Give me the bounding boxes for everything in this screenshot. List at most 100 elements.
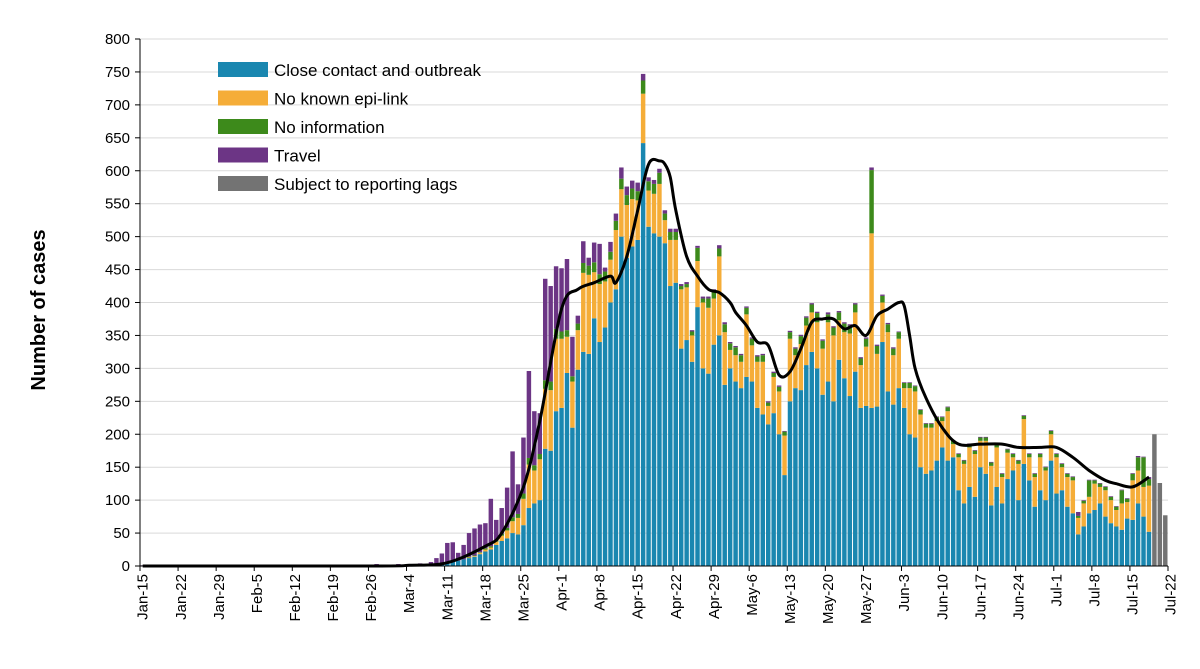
y-tick-label: 550 bbox=[105, 196, 130, 213]
bar-segment-noinfo bbox=[765, 402, 771, 406]
bar-segment-noinfo bbox=[1054, 454, 1059, 458]
bar-segment-noinfo bbox=[515, 513, 521, 518]
bar-segment-noinfo bbox=[961, 460, 967, 464]
y-tick-label: 100 bbox=[105, 492, 130, 509]
x-tick-label: Mar-4 bbox=[401, 574, 418, 613]
bar-segment-travel bbox=[744, 306, 749, 308]
bar-segment-close bbox=[532, 503, 537, 566]
bar-segment-epi bbox=[591, 272, 597, 319]
bar-segment-close bbox=[586, 353, 591, 566]
bar-segment-epi bbox=[820, 348, 825, 395]
bar-segment-close bbox=[836, 359, 842, 566]
bar-segment-close bbox=[760, 414, 766, 566]
bar-segment-travel bbox=[608, 241, 613, 252]
bar-segment-noinfo bbox=[744, 307, 749, 315]
bar-segment-epi bbox=[771, 376, 776, 414]
bar-segment-close bbox=[972, 496, 978, 566]
bar-segment-noinfo bbox=[635, 191, 640, 201]
bar-segment-lag bbox=[1163, 515, 1168, 566]
bar-segment-close bbox=[1065, 506, 1070, 566]
bar-segment-close bbox=[1114, 526, 1119, 566]
bar-segment-close bbox=[744, 376, 749, 566]
bar-segment-close bbox=[597, 342, 602, 566]
bar-segment-close bbox=[950, 457, 956, 566]
bar-segment-epi bbox=[901, 388, 907, 408]
bar-segment-travel bbox=[901, 382, 907, 383]
bar-segment-close bbox=[548, 450, 553, 566]
bar-segment-epi bbox=[537, 459, 543, 501]
bar-segment-noinfo bbox=[640, 80, 646, 94]
bar-segment-epi bbox=[918, 414, 923, 468]
bar-segment-epi bbox=[678, 289, 684, 349]
bar-segment-travel bbox=[804, 316, 809, 318]
bar-segment-travel bbox=[678, 284, 684, 287]
x-tick-label: Mar-18 bbox=[477, 574, 494, 622]
bar-segment-epi bbox=[1146, 485, 1152, 532]
bar-segment-noinfo bbox=[684, 284, 689, 288]
bar-segment-travel bbox=[847, 324, 853, 326]
bar-segment-travel bbox=[695, 245, 700, 248]
y-tick-label: 400 bbox=[105, 295, 130, 312]
bar-segment-travel bbox=[559, 268, 564, 332]
x-tick-label: Feb-5 bbox=[249, 574, 266, 613]
bar-segment-epi bbox=[738, 361, 744, 389]
bar-segment-noinfo bbox=[657, 172, 662, 184]
bar-segment-noinfo bbox=[1086, 480, 1092, 497]
bar-segment-close bbox=[896, 388, 901, 566]
bar-segment-noinfo bbox=[1076, 515, 1081, 518]
bar-segment-epi bbox=[994, 447, 999, 487]
bar-segment-noinfo bbox=[858, 358, 863, 366]
bar-segment-epi bbox=[717, 256, 722, 336]
bar-segment-noinfo bbox=[896, 332, 901, 339]
bar-segment-close bbox=[858, 407, 863, 566]
bar-segment-close bbox=[901, 407, 907, 566]
bar-segment-epi bbox=[548, 390, 553, 451]
x-tick-label: Apr-1 bbox=[554, 574, 571, 611]
bar-segment-close bbox=[717, 335, 722, 566]
bar-segment-epi bbox=[483, 549, 488, 552]
bar-segment-travel bbox=[880, 294, 885, 296]
bar-segment-noinfo bbox=[727, 343, 733, 350]
bar-segment-travel bbox=[1059, 463, 1065, 464]
bar-segment-travel bbox=[874, 344, 880, 346]
bar-segment-close bbox=[880, 342, 885, 566]
bar-segment-close bbox=[891, 404, 896, 566]
bar-segment-epi bbox=[923, 427, 929, 474]
bar-segment-epi bbox=[858, 365, 863, 408]
x-tick-label: Jun-3 bbox=[896, 574, 913, 612]
bar-segment-close bbox=[613, 289, 619, 566]
bar-segment-travel bbox=[912, 385, 918, 387]
bar-segment-close bbox=[1043, 500, 1048, 567]
bar-segment-epi bbox=[1016, 463, 1021, 501]
bar-segment-close bbox=[510, 533, 515, 566]
bar-segment-travel bbox=[499, 508, 504, 534]
bar-segment-travel bbox=[586, 257, 591, 266]
x-tick-label: Feb-26 bbox=[363, 574, 380, 622]
bar-segment-close bbox=[804, 365, 809, 566]
bar-segment-noinfo bbox=[869, 170, 874, 234]
bar-segment-noinfo bbox=[1070, 477, 1076, 481]
y-tick-label: 300 bbox=[105, 360, 130, 377]
bar-segment-noinfo bbox=[1141, 457, 1146, 487]
bar-segment-epi bbox=[559, 338, 564, 408]
bar-segment-close bbox=[488, 549, 494, 566]
bar-segment-epi bbox=[999, 477, 1005, 504]
bar-segment-noinfo bbox=[673, 232, 678, 240]
bar-segment-close bbox=[907, 434, 912, 566]
bar-segment-travel bbox=[553, 266, 559, 329]
bar-segment-epi bbox=[912, 391, 918, 438]
bar-segment-epi bbox=[586, 274, 591, 354]
bar-segment-travel bbox=[1043, 466, 1048, 468]
bar-segment-travel bbox=[472, 528, 477, 556]
bar-segment-noinfo bbox=[885, 324, 891, 333]
bar-segment-travel bbox=[1108, 496, 1114, 497]
bar-segment-epi bbox=[711, 298, 717, 345]
bar-segment-travel bbox=[836, 311, 842, 313]
bar-segment-travel bbox=[978, 436, 983, 438]
bar-segment-travel bbox=[532, 411, 537, 466]
bar-segment-travel bbox=[776, 385, 782, 387]
bar-segment-travel bbox=[853, 303, 858, 305]
bar-segment-close bbox=[934, 460, 940, 566]
bar-segment-travel bbox=[793, 347, 798, 349]
bar-segment-travel bbox=[1119, 489, 1124, 491]
